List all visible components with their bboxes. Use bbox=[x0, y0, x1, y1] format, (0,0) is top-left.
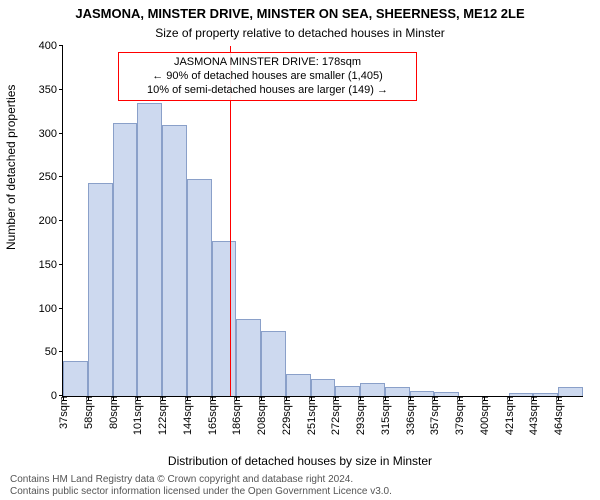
histogram-bar bbox=[335, 386, 360, 397]
y-tick-mark bbox=[59, 89, 63, 90]
annotation-line: 10% of semi-detached houses are larger (… bbox=[125, 84, 410, 98]
x-tick-label: 272sqm bbox=[328, 396, 342, 435]
x-tick-label: 229sqm bbox=[279, 396, 293, 435]
histogram-bar bbox=[137, 103, 162, 396]
y-tick-label: 100 bbox=[39, 303, 63, 315]
footer-line-1: Contains HM Land Registry data © Crown c… bbox=[10, 474, 590, 486]
x-tick-label: 58sqm bbox=[81, 396, 95, 429]
annotation-line: ← 90% of detached houses are smaller (1,… bbox=[125, 70, 410, 84]
histogram-bar bbox=[311, 379, 336, 397]
histogram-bar bbox=[360, 383, 385, 396]
y-tick-mark bbox=[59, 308, 63, 309]
y-tick-mark bbox=[59, 264, 63, 265]
chart-container: JASMONA, MINSTER DRIVE, MINSTER ON SEA, … bbox=[0, 0, 600, 500]
plot-area: 05010015020025030035040037sqm58sqm80sqm1… bbox=[62, 46, 583, 397]
footer-line-2: Contains public sector information licen… bbox=[10, 486, 590, 498]
x-tick-label: 379sqm bbox=[452, 396, 466, 435]
histogram-bar bbox=[63, 361, 88, 396]
x-tick-label: 336sqm bbox=[403, 396, 417, 435]
x-tick-label: 165sqm bbox=[205, 396, 219, 435]
histogram-bar bbox=[88, 183, 113, 396]
histogram-bar bbox=[558, 387, 583, 396]
y-tick-label: 150 bbox=[39, 259, 63, 271]
chart-title: JASMONA, MINSTER DRIVE, MINSTER ON SEA, … bbox=[0, 6, 600, 21]
x-tick-label: 122sqm bbox=[155, 396, 169, 435]
y-tick-label: 200 bbox=[39, 215, 63, 227]
x-tick-label: 443sqm bbox=[526, 396, 540, 435]
y-tick-label: 400 bbox=[39, 40, 63, 52]
x-tick-label: 144sqm bbox=[180, 396, 194, 435]
histogram-bar bbox=[236, 319, 261, 396]
x-axis-label: Distribution of detached houses by size … bbox=[0, 454, 600, 468]
chart-subtitle: Size of property relative to detached ho… bbox=[0, 26, 600, 40]
x-tick-label: 208sqm bbox=[254, 396, 268, 435]
x-tick-label: 400sqm bbox=[477, 396, 491, 435]
x-tick-label: 464sqm bbox=[551, 396, 565, 435]
y-tick-label: 300 bbox=[39, 128, 63, 140]
x-tick-label: 37sqm bbox=[56, 396, 70, 429]
y-tick-mark bbox=[59, 351, 63, 352]
y-tick-mark bbox=[59, 176, 63, 177]
x-tick-label: 80sqm bbox=[106, 396, 120, 429]
histogram-bar bbox=[113, 123, 138, 396]
x-tick-label: 421sqm bbox=[502, 396, 516, 435]
histogram-bar bbox=[162, 125, 187, 396]
y-tick-label: 250 bbox=[39, 171, 63, 183]
histogram-bar bbox=[212, 241, 237, 396]
x-tick-label: 357sqm bbox=[427, 396, 441, 435]
y-tick-label: 50 bbox=[45, 346, 63, 358]
y-tick-mark bbox=[59, 133, 63, 134]
x-tick-label: 251sqm bbox=[304, 396, 318, 435]
x-tick-label: 315sqm bbox=[378, 396, 392, 435]
y-tick-mark bbox=[59, 220, 63, 221]
y-axis-label: Number of detached properties bbox=[4, 85, 18, 250]
footer-attribution: Contains HM Land Registry data © Crown c… bbox=[10, 474, 590, 498]
annotation-line: JASMONA MINSTER DRIVE: 178sqm bbox=[125, 56, 410, 70]
y-tick-mark bbox=[59, 45, 63, 46]
histogram-bar bbox=[385, 387, 410, 396]
histogram-bar bbox=[261, 331, 286, 396]
x-tick-label: 186sqm bbox=[229, 396, 243, 435]
y-tick-label: 350 bbox=[39, 84, 63, 96]
x-tick-label: 101sqm bbox=[130, 396, 144, 435]
x-tick-label: 293sqm bbox=[353, 396, 367, 435]
histogram-bar bbox=[187, 179, 212, 396]
histogram-bar bbox=[286, 374, 311, 396]
annotation-box: JASMONA MINSTER DRIVE: 178sqm← 90% of de… bbox=[118, 52, 417, 101]
